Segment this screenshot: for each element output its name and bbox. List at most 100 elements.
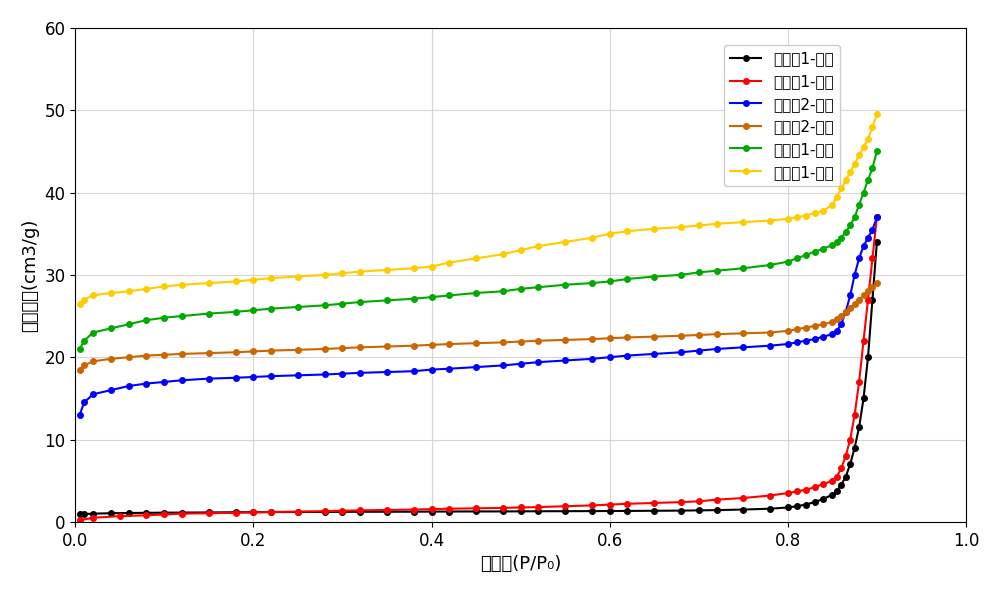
- 对比例2-吸附: [123, 383, 135, 390]
- 对比例1-吸附: [858, 395, 870, 402]
- 对比例2-吸附: [78, 399, 90, 406]
- 对比例2-吸附: [140, 380, 152, 387]
- 实施例1-脱附: [87, 292, 99, 299]
- 实施例1-吸附: [791, 255, 803, 262]
- 实施例1-脱附: [247, 276, 259, 283]
- 对比例1-吸附: [866, 296, 878, 303]
- 对比例2-脱附: [782, 327, 794, 334]
- 实施例1-脱附: [230, 278, 242, 285]
- 对比例2-吸附: [831, 327, 843, 334]
- 对比例1-脱附: [470, 505, 482, 512]
- 对比例1-吸附: [74, 511, 86, 518]
- 实施例1-吸附: [515, 285, 527, 292]
- 对比例2-脱附: [800, 324, 812, 331]
- 实施例1-脱附: [840, 176, 852, 184]
- 实施例1-脱附: [817, 207, 829, 214]
- 对比例2-脱附: [123, 353, 135, 361]
- 对比例1-吸附: [831, 487, 843, 494]
- 实施例1-吸附: [800, 251, 812, 258]
- 对比例1-吸附: [853, 424, 865, 431]
- 对比例1-吸附: [532, 508, 544, 515]
- 对比例2-脱附: [862, 287, 874, 295]
- 实施例1-吸附: [443, 292, 455, 299]
- 对比例1-吸附: [711, 507, 723, 514]
- 实施例1-脱附: [831, 193, 843, 200]
- 对比例1-脱附: [849, 411, 861, 418]
- 对比例1-脱附: [604, 501, 616, 508]
- 实施例1-吸附: [203, 310, 215, 317]
- 对比例2-脱附: [78, 362, 90, 369]
- 对比例1-吸附: [515, 508, 527, 515]
- 实施例1-脱附: [782, 215, 794, 222]
- 对比例2-吸附: [292, 372, 304, 379]
- 实施例1-脱附: [532, 242, 544, 249]
- 对比例2-脱附: [105, 355, 117, 362]
- 实施例1-脱附: [292, 273, 304, 280]
- 对比例2-脱附: [835, 312, 847, 320]
- 对比例1-脱附: [203, 510, 215, 517]
- 对比例1-脱附: [265, 508, 277, 516]
- 对比例2-吸附: [87, 391, 99, 398]
- 对比例2-脱附: [426, 342, 438, 349]
- 对比例2-脱附: [381, 343, 393, 350]
- 对比例1-吸附: [826, 491, 838, 498]
- 对比例2-脱附: [87, 358, 99, 365]
- 对比例2-脱附: [844, 304, 856, 311]
- 实施例1-吸附: [604, 278, 616, 285]
- 对比例2-脱附: [693, 331, 705, 339]
- 对比例1-吸附: [105, 510, 117, 517]
- 对比例1-脱附: [381, 507, 393, 514]
- 对比例1-吸附: [862, 353, 874, 361]
- 对比例1-吸附: [203, 509, 215, 516]
- 对比例1-脱附: [693, 498, 705, 505]
- 对比例1-脱附: [782, 489, 794, 497]
- 对比例2-吸附: [621, 352, 633, 359]
- 对比例1-吸附: [497, 508, 509, 515]
- 对比例2-吸附: [354, 369, 366, 377]
- 实施例1-吸附: [862, 176, 874, 184]
- 对比例2-吸附: [858, 242, 870, 249]
- 对比例2-吸附: [158, 378, 170, 386]
- 对比例1-吸附: [791, 503, 803, 510]
- 对比例1-吸附: [123, 510, 135, 517]
- 对比例2-脱附: [858, 292, 870, 299]
- 实施例1-脱附: [791, 214, 803, 221]
- 对比例1-吸附: [844, 461, 856, 468]
- 实施例1-吸附: [826, 242, 838, 249]
- 实施例1-吸附: [408, 295, 420, 302]
- 对比例1-脱附: [140, 512, 152, 519]
- 实施例1-脱附: [675, 223, 687, 230]
- 实施例1-脱附: [203, 280, 215, 287]
- 实施例1-脱附: [265, 274, 277, 282]
- 对比例2-吸附: [862, 234, 874, 241]
- 对比例1-吸附: [849, 444, 861, 451]
- 对比例1-吸附: [840, 473, 852, 480]
- 对比例1-吸附: [336, 508, 348, 516]
- 实施例1-吸附: [849, 214, 861, 221]
- 对比例2-脱附: [176, 350, 188, 358]
- 对比例2-脱附: [230, 349, 242, 356]
- 实施例1-脱附: [140, 285, 152, 292]
- 实施例1-吸附: [559, 281, 571, 288]
- 对比例1-吸附: [230, 508, 242, 516]
- 实施例1-吸附: [140, 317, 152, 324]
- 对比例1-吸附: [292, 508, 304, 516]
- 对比例1-吸附: [265, 508, 277, 516]
- 对比例2-脱附: [826, 318, 838, 326]
- 对比例2-吸附: [604, 353, 616, 361]
- 实施例1-脱附: [74, 300, 86, 307]
- 对比例2-吸附: [470, 364, 482, 371]
- 实施例1-脱附: [866, 123, 878, 130]
- Legend: 对比例1-吸附, 对比例1-脱附, 对比例2-吸附, 对比例2-脱附, 实施例1-吸附, 实施例1-脱附: 对比例1-吸附, 对比例1-脱附, 对比例2-吸附, 对比例2-脱附, 实施例1…: [724, 45, 840, 186]
- 对比例1-脱附: [826, 477, 838, 484]
- 对比例2-脱附: [443, 340, 455, 347]
- 对比例2-吸附: [230, 374, 242, 381]
- 对比例1-脱附: [559, 503, 571, 510]
- 对比例2-吸附: [408, 368, 420, 375]
- 实施例1-吸附: [176, 312, 188, 320]
- 对比例1-脱附: [336, 507, 348, 514]
- 实施例1-脱附: [835, 185, 847, 192]
- 对比例2-吸附: [648, 350, 660, 358]
- 对比例1-脱附: [176, 510, 188, 517]
- 对比例1-脱附: [648, 500, 660, 507]
